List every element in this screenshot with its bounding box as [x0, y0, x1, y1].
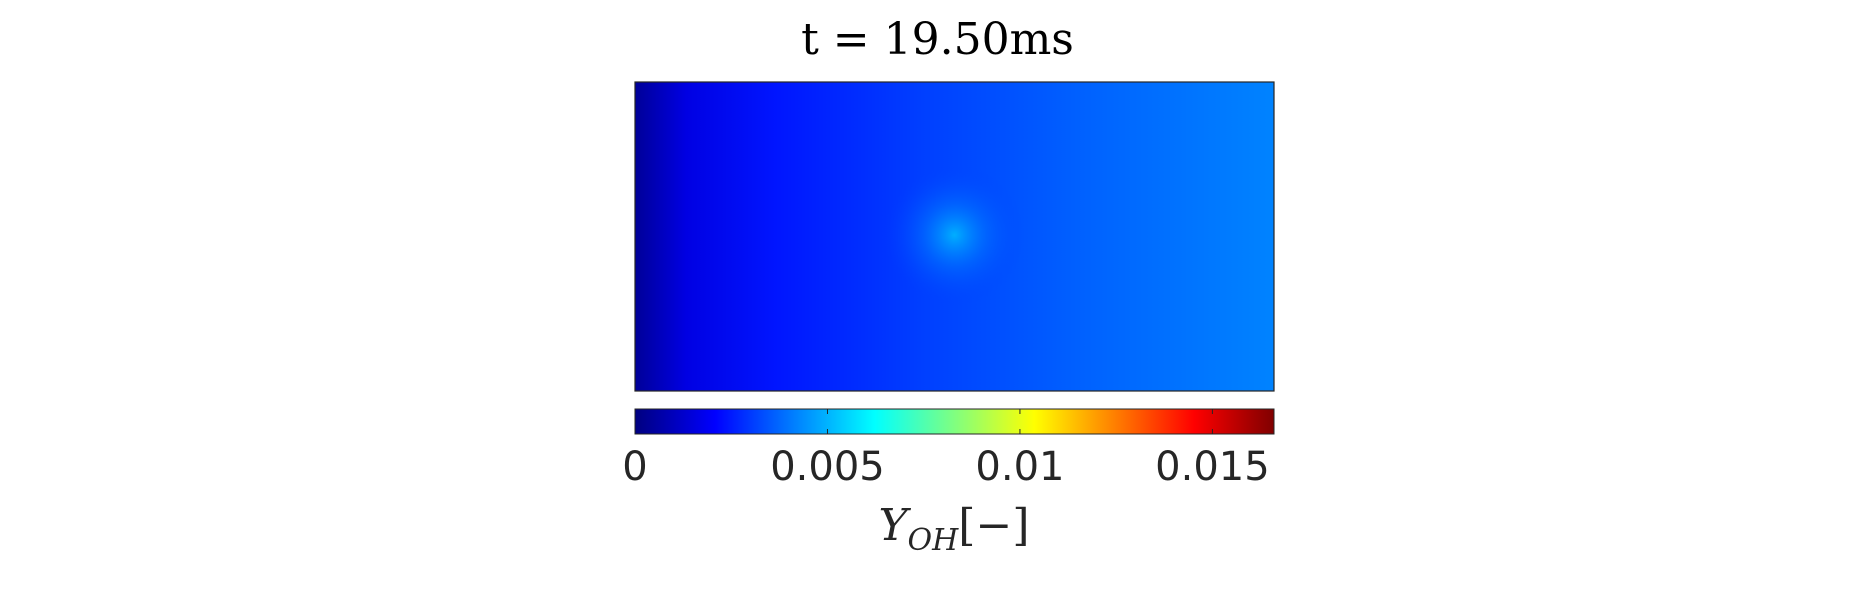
colorbar-label-symbol: Y [878, 500, 908, 551]
plot-frame [634, 81, 1275, 392]
heatmap-field [634, 81, 1275, 392]
colorbar-gradient [634, 408, 1275, 435]
colorbar [634, 408, 1275, 435]
colorbar-label: YOH[−] [878, 500, 1029, 558]
colorbar-tick-label: 0.015 [1155, 444, 1270, 490]
colorbar-tick-label: 0.01 [975, 444, 1065, 490]
colorbar-tick-label: 0 [622, 444, 648, 490]
colorbar-tick-label: 0.005 [770, 444, 885, 490]
colorbar-label-subscript: OH [907, 523, 959, 558]
chart-title: t = 19.50ms [801, 14, 1074, 65]
colorbar-label-unit: [−] [958, 500, 1030, 551]
heatmap-hotspot [884, 164, 1025, 305]
